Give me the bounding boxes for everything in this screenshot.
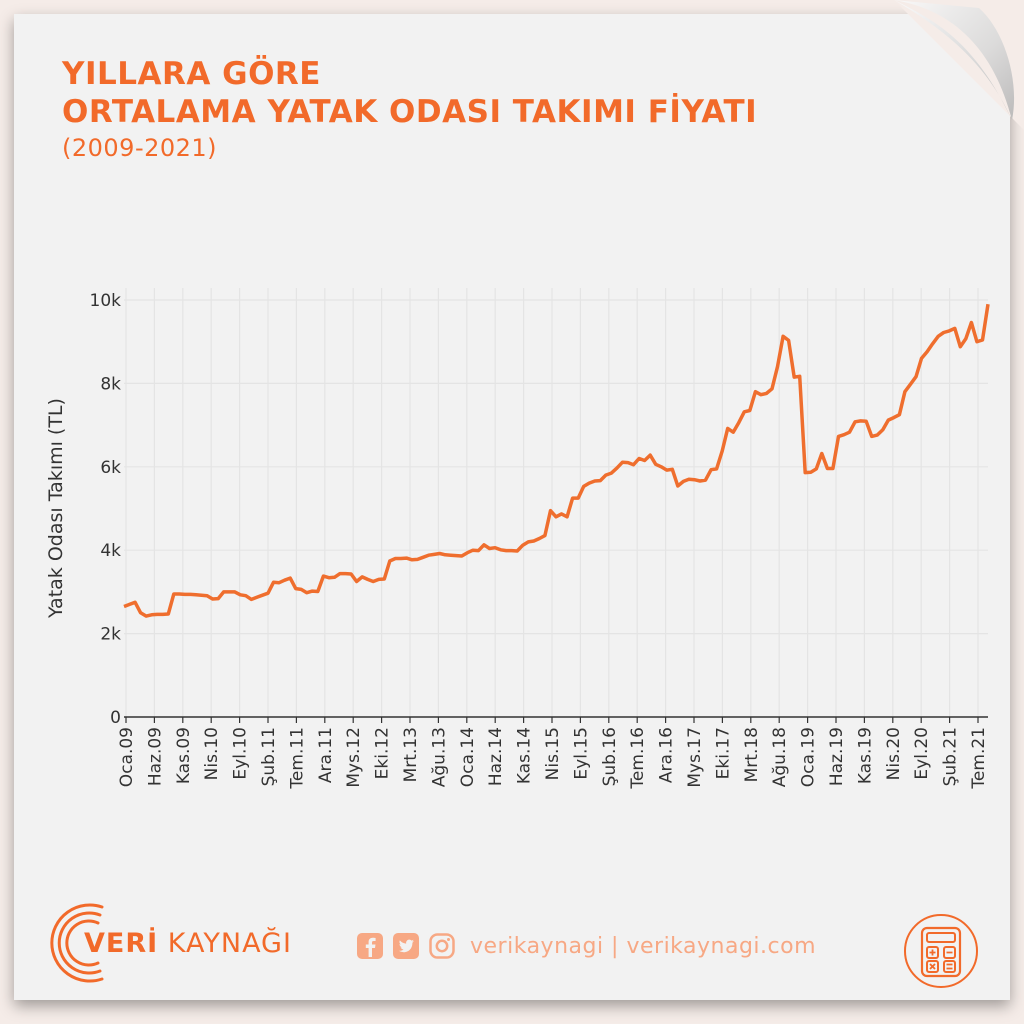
x-tick-label: Eyl.20: [912, 727, 932, 780]
x-tick-label: Eyl.15: [571, 727, 591, 780]
y-tick-label: 2k: [100, 625, 121, 645]
y-tick-labels: 0 2k 4k 6k 8k 10k: [90, 291, 122, 728]
x-tick-label: Haz.09: [145, 727, 165, 786]
social-links: verikaynagi | verikaynagi.com: [356, 932, 816, 960]
x-tick-label: Nis.10: [202, 727, 222, 780]
brand-light: KAYNAĞI: [158, 928, 292, 959]
x-tick-label: Eki.12: [373, 727, 393, 779]
social-handles[interactable]: verikaynagi | verikaynagi.com: [470, 933, 817, 959]
instagram-icon[interactable]: [428, 932, 456, 960]
x-tick-label: Mys.12: [344, 727, 364, 788]
twitter-icon[interactable]: [392, 932, 420, 960]
x-tick-label: Haz.19: [827, 727, 847, 786]
x-tick-label: Tem.11: [287, 727, 307, 790]
x-tick-label: Oca.19: [799, 727, 819, 787]
x-tick-label: Oca.14: [458, 727, 478, 787]
x-tick-label: Şub.11: [259, 727, 279, 786]
facebook-icon[interactable]: [356, 932, 384, 960]
x-tick-label: Ara.16: [657, 727, 677, 783]
x-tick-label: Tem.16: [628, 727, 648, 790]
x-tick-label: Şub.16: [600, 727, 620, 786]
x-tick-label: Eyl.10: [231, 727, 251, 780]
y-tick-label: 8k: [100, 374, 121, 394]
x-tick-labels: Oca.09 Haz.09 Kas.09 Nis.10 Eyl.10 Şub.11 Tem.…: [117, 717, 989, 790]
x-tick-label: Kas.19: [855, 727, 875, 784]
x-tick-label: Mrt.13: [401, 727, 421, 782]
x-tick-label: Nis.15: [543, 727, 563, 780]
y-tick-label: 4k: [100, 541, 121, 561]
line-chart: 0 2k 4k 6k 8k 10k Oca.09 Haz.09 Kas.09 Nis.10 Eyl…: [45, 288, 990, 790]
y-tick-label: 10k: [90, 291, 122, 311]
x-tick-label: Şub.21: [941, 727, 961, 786]
title-line-2: ORTALAMA YATAK ODASI TAKIMI FİYATI: [62, 94, 758, 130]
x-tick-label: Oca.09: [117, 727, 137, 787]
y-tick-label: 0: [110, 708, 121, 728]
x-tick-label: Mys.17: [685, 727, 705, 788]
x-tick-label: Kas.14: [515, 727, 535, 784]
page-curl-decoration: [894, 0, 1024, 130]
y-axis-label: Yatak Odası Takımı (TL): [45, 398, 67, 619]
x-tick-label: Ağu.18: [770, 727, 790, 787]
x-tick-label: Kas.09: [174, 727, 194, 784]
calculator-icon: [904, 914, 978, 988]
brand-bold: VERİ: [84, 928, 159, 959]
x-tick-label: Mrt.18: [742, 727, 762, 782]
brand-name: VERİ KAYNAĞI: [84, 928, 292, 959]
paper-background: [14, 14, 1010, 1000]
x-tick-label: Ara.11: [316, 727, 336, 783]
chart-title: YILLARA GÖRE ORTALAMA YATAK ODASI TAKIMI…: [62, 55, 757, 131]
chart-subtitle: (2009-2021): [62, 134, 218, 162]
x-tick-label: Nis.20: [884, 727, 904, 780]
x-tick-label: Eki.17: [713, 727, 733, 779]
x-tick-label: Ağu.13: [429, 727, 449, 787]
veri-kaynagi-logo: [50, 903, 104, 983]
series-line: [123, 303, 990, 618]
x-tick-label: Tem.21: [969, 727, 989, 790]
y-tick-label: 6k: [100, 458, 121, 478]
x-tick-label: Haz.14: [486, 727, 506, 786]
grid-lines: [124, 288, 988, 717]
title-line-1: YILLARA GÖRE: [62, 56, 321, 92]
